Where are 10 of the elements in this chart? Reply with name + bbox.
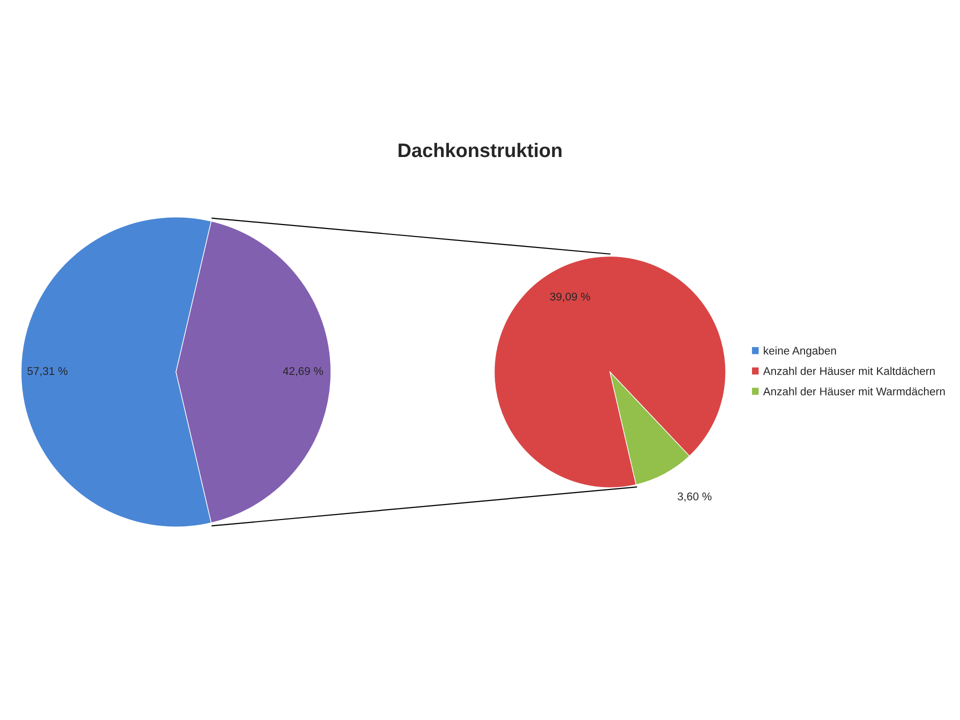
data-label: 3,60 %: [678, 492, 712, 502]
data-label: 57,31 %: [27, 367, 68, 376]
pie-slice: [610, 372, 690, 486]
legend-label: Anzahl der Häuser mit Warmdächern: [763, 387, 945, 396]
data-label: 42,69 %: [282, 367, 324, 376]
pie-slice: [494, 256, 726, 488]
data-label: 39,09 %: [550, 292, 590, 302]
chart-title: Dachkonstruktion: [398, 142, 562, 158]
legend-label: keine Angaben: [764, 346, 836, 357]
legend-label: Anzahl der Häuser mit Kaltdächern: [763, 366, 935, 375]
